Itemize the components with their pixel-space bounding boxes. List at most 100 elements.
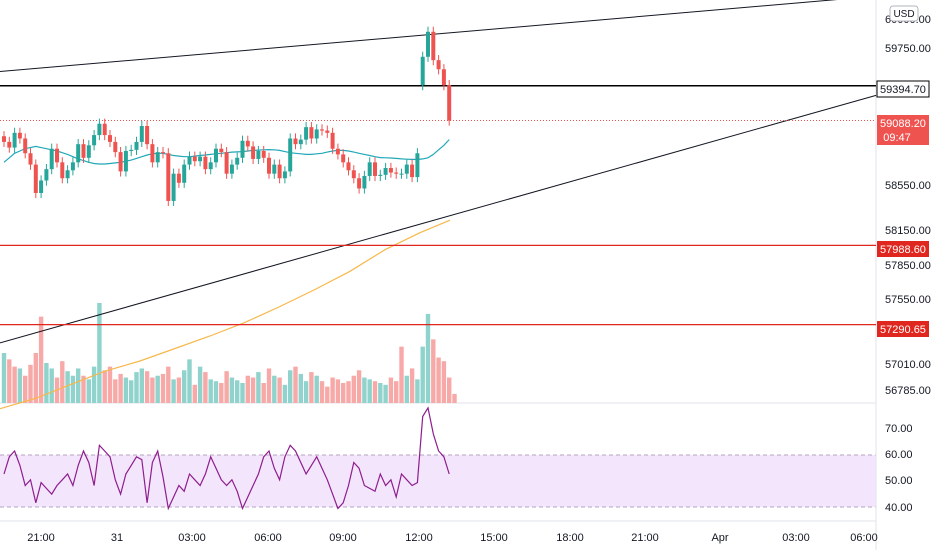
candle-body — [39, 180, 44, 193]
candle-body — [145, 126, 150, 145]
candle-body — [261, 150, 266, 158]
volume-bar — [144, 371, 150, 403]
volume-bar — [277, 377, 282, 403]
volume-bar — [383, 384, 388, 403]
volume-bar — [452, 393, 457, 403]
volume-bar — [86, 379, 91, 403]
candle-body — [129, 149, 134, 151]
candle-body — [208, 162, 213, 170]
candle-body — [161, 152, 165, 154]
volume-bar — [49, 368, 54, 403]
volume-bar — [266, 368, 272, 403]
candle-body — [113, 141, 118, 153]
candle-body — [65, 170, 70, 179]
volume-bar — [436, 357, 441, 403]
volume-bar — [309, 372, 314, 403]
volume-bar — [176, 377, 182, 403]
candle-body — [426, 31, 430, 57]
volume-bar — [346, 381, 351, 403]
time-axis[interactable]: 21:00 31 03:00 06:00 09:00 12:00 15:00 1… — [27, 532, 878, 544]
resistance-price-badge — [876, 80, 930, 98]
time-tick-label: 03:00 — [782, 532, 810, 544]
price-tick-label: 58150.00 — [885, 225, 931, 237]
candle-body — [304, 127, 309, 140]
volume-bar — [65, 371, 70, 403]
volume-bar — [293, 366, 298, 403]
support-price-label: 57290.65 — [880, 324, 926, 336]
time-tick-label: 21:00 — [27, 532, 55, 544]
volume-bar — [1, 353, 7, 403]
volume-bar — [166, 366, 171, 403]
candle-body — [314, 129, 319, 139]
volume-bar — [139, 368, 144, 403]
candle-body — [86, 145, 91, 158]
last-price-badge — [877, 115, 929, 145]
volume-bar — [388, 377, 394, 403]
candle-body — [166, 153, 171, 201]
volume-bar — [250, 377, 256, 403]
volume-bar — [441, 361, 447, 403]
volume-bar — [134, 372, 139, 403]
volume-bar — [356, 370, 362, 403]
candle-body — [256, 150, 261, 159]
price-tick-label: 57010.00 — [885, 359, 931, 371]
ma-long-line — [0, 219, 451, 410]
price-pane[interactable] — [0, 0, 877, 550]
price-tick-label: 57550.00 — [885, 294, 931, 306]
volume-bar — [282, 384, 288, 403]
rsi-tick-label: 50.00 — [885, 475, 913, 487]
candle-body — [441, 69, 446, 86]
rsi-tick-label: 70.00 — [885, 423, 913, 435]
volume-bar — [192, 384, 197, 403]
volume-bar — [288, 370, 293, 403]
resistance-price-label: 59394.70 — [880, 84, 926, 96]
volume-bar — [123, 377, 129, 403]
trendlines[interactable] — [0, 0, 877, 344]
volume-bar — [335, 379, 341, 403]
candle-body — [92, 135, 97, 146]
volume-bar — [102, 370, 107, 403]
candle-body — [60, 162, 65, 179]
candle-body — [346, 162, 351, 171]
price-tick-label: 56785.00 — [885, 385, 931, 397]
candle-body — [410, 164, 415, 178]
horizontal-levels[interactable] — [0, 84, 876, 326]
candle-body — [134, 141, 139, 150]
candle-body — [55, 148, 59, 163]
candle-body — [70, 162, 75, 171]
candle-body — [240, 140, 245, 158]
candle-body — [420, 56, 425, 86]
candle-body — [362, 175, 367, 189]
last-price-label: 59088.20 — [880, 118, 926, 130]
candle-body — [187, 156, 192, 165]
volume-bar — [97, 303, 102, 403]
price-axis[interactable]: 60000.00 59750.00 58550.00 58150.00 5785… — [876, 5, 931, 514]
candle-body — [81, 144, 86, 158]
candle-body — [293, 138, 298, 145]
candle-body — [383, 168, 388, 175]
time-tick-label: 31 — [111, 532, 123, 544]
rsi-line — [3, 406, 450, 511]
volume-bar — [394, 381, 399, 403]
volume-bar — [182, 370, 187, 403]
candle-body — [399, 173, 404, 175]
volume-bar — [28, 364, 33, 403]
volume-bar — [298, 373, 303, 403]
rsi-band — [0, 455, 876, 507]
rsi-tick-label: 40.00 — [885, 502, 913, 514]
currency-badge[interactable] — [889, 5, 919, 22]
volume-bar — [91, 366, 97, 403]
volume-bar — [155, 375, 160, 403]
volume-bar — [107, 366, 113, 403]
support-price-badge — [877, 321, 929, 337]
support-price-badge — [877, 241, 929, 257]
candle-body — [282, 171, 287, 179]
volume-bar — [256, 372, 261, 403]
volume-bar — [425, 313, 431, 403]
candle-body — [17, 132, 22, 139]
candle-body — [150, 144, 155, 163]
candle-body — [23, 138, 28, 154]
candle-body — [49, 148, 54, 170]
time-tick-label: 21:00 — [631, 532, 659, 544]
